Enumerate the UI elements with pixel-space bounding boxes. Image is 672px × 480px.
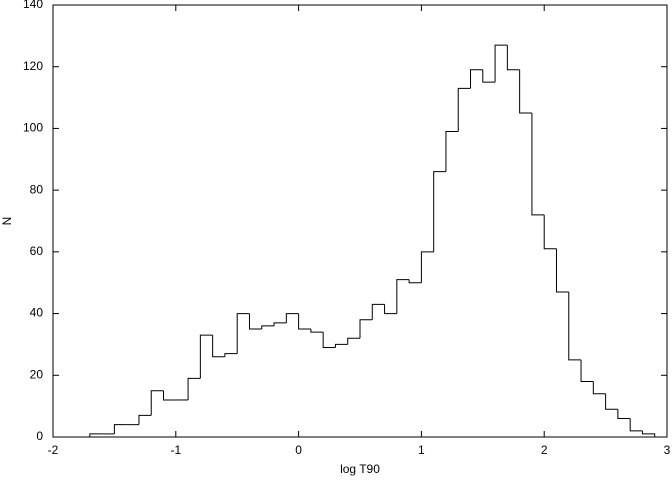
bar xyxy=(617,409,631,419)
y-tick-label: 80 xyxy=(30,182,44,196)
y-tick-label: 140 xyxy=(23,0,43,11)
bar xyxy=(605,393,618,410)
bar xyxy=(199,334,213,379)
bar xyxy=(519,69,532,114)
y-axis-label: N xyxy=(0,217,14,226)
bar xyxy=(359,319,373,339)
bar xyxy=(445,131,459,172)
bar xyxy=(298,313,311,330)
x-tick-label: -2 xyxy=(48,443,59,457)
bar xyxy=(310,329,324,333)
bar xyxy=(248,313,262,330)
bar xyxy=(470,69,483,89)
bar xyxy=(334,343,348,348)
y-tick-label: 20 xyxy=(30,367,44,381)
bar xyxy=(212,335,225,358)
plot-frame xyxy=(52,4,668,438)
bar xyxy=(494,44,508,83)
bar xyxy=(420,251,434,283)
x-axis-label: log T90 xyxy=(340,462,380,476)
x-tick-label: 2 xyxy=(541,443,548,457)
bar xyxy=(347,337,360,345)
bar xyxy=(482,69,496,83)
y-tick-label: 40 xyxy=(30,306,44,320)
y-tick-label: 60 xyxy=(30,244,44,258)
bar xyxy=(138,414,152,425)
bar xyxy=(629,418,643,432)
y-tick-label: 0 xyxy=(36,429,43,443)
bar xyxy=(555,248,569,293)
bar xyxy=(568,291,582,361)
bar xyxy=(384,304,397,315)
bar xyxy=(543,214,557,250)
bar xyxy=(150,390,164,416)
bar xyxy=(113,424,127,434)
bar xyxy=(285,313,299,323)
x-tick-label: 1 xyxy=(418,443,425,457)
bar xyxy=(433,171,446,252)
bar xyxy=(408,279,422,284)
x-tick-label: 3 xyxy=(664,443,671,457)
bar xyxy=(371,303,385,320)
bar xyxy=(506,45,520,71)
bar xyxy=(580,359,594,382)
y-tick-label: 120 xyxy=(23,59,43,73)
bar xyxy=(641,430,656,437)
bar xyxy=(396,279,410,314)
bar xyxy=(224,353,238,357)
bar xyxy=(261,325,275,329)
bar xyxy=(163,390,176,401)
y-tick-label: 100 xyxy=(23,121,43,135)
bar xyxy=(89,433,103,437)
bar xyxy=(322,332,336,349)
x-tick-label: 0 xyxy=(295,443,302,457)
x-tick-label: -1 xyxy=(170,443,181,457)
bar xyxy=(592,381,606,395)
bar xyxy=(531,113,545,216)
bar xyxy=(236,313,250,354)
bar xyxy=(273,322,287,326)
bar xyxy=(457,87,471,132)
bar xyxy=(187,377,201,400)
